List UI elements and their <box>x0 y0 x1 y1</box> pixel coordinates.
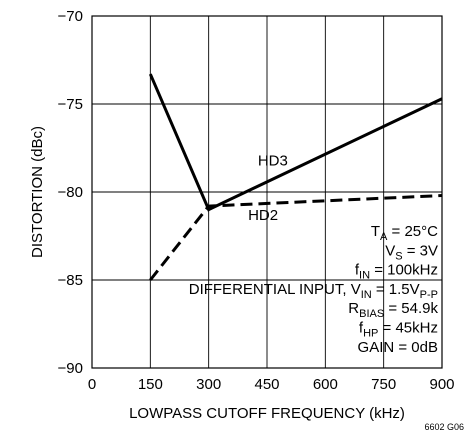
series-hd2-line <box>149 194 443 281</box>
x-tick-label: 750 <box>371 376 396 393</box>
series-hd3-label: HD3 <box>258 153 288 170</box>
condition-line: DIFFERENTIAL INPUT, VIN = 1.5VP-P <box>189 281 438 301</box>
y-tick-label: −80 <box>58 184 83 201</box>
x-tick-label: 300 <box>196 376 221 393</box>
condition-line: fIN = 100kHz <box>355 262 438 282</box>
figure-code: 6602 G06 <box>424 422 464 432</box>
condition-line: VS = 3V <box>385 242 438 262</box>
y-tick-labels: −90 −85 −80 −75 −70 <box>58 8 83 377</box>
x-tick-label: 900 <box>429 376 454 393</box>
condition-line: TA = 25°C <box>371 223 438 243</box>
x-tick-label: 0 <box>88 376 96 393</box>
x-tick-label: 600 <box>313 376 338 393</box>
y-tick-label: −90 <box>58 360 83 377</box>
y-axis-label: DISTORTION (dBc) <box>29 126 46 258</box>
condition-line: GAIN = 0dB <box>358 339 438 356</box>
x-axis-label: LOWPASS CUTOFF FREQUENCY (kHz) <box>129 405 405 422</box>
y-tick-label: −70 <box>58 8 83 25</box>
series-group: HD3 HD2 <box>148 73 443 281</box>
condition-line: fHP = 45kHz <box>359 320 438 340</box>
x-tick-label: 150 <box>138 376 163 393</box>
condition-line: RBIAS = 54.9k <box>348 300 438 320</box>
y-tick-label: −75 <box>58 96 83 113</box>
series-hd2-label: HD2 <box>248 207 278 224</box>
y-tick-label: −85 <box>58 272 83 289</box>
x-tick-label: 450 <box>254 376 279 393</box>
series-hd3-line <box>148 73 443 212</box>
x-tick-labels: 0 150 300 450 600 750 900 <box>88 376 455 393</box>
plot-frame <box>91 15 443 369</box>
